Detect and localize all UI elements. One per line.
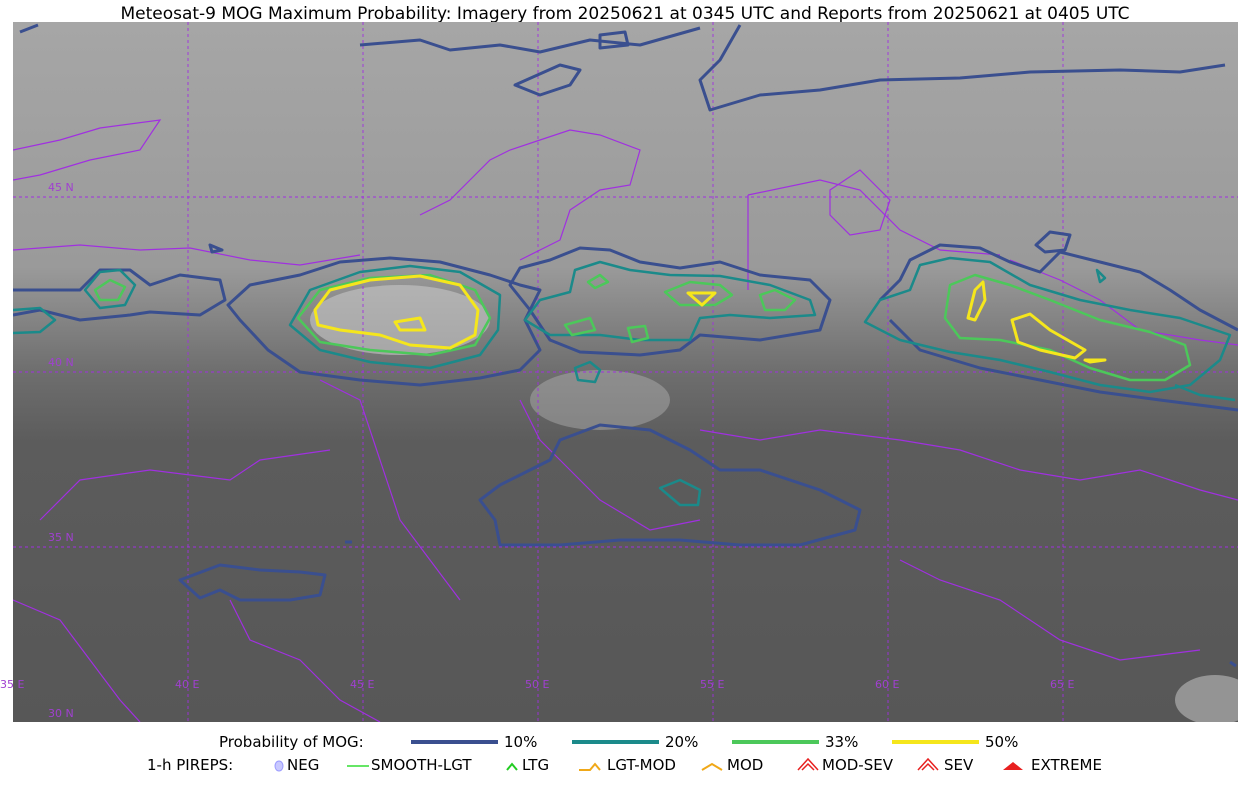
lat-label: 45 N xyxy=(48,181,74,194)
legend-icon xyxy=(1003,762,1023,770)
cloud xyxy=(530,370,670,430)
map xyxy=(13,22,1238,722)
contours-10 xyxy=(13,23,1238,668)
legend-item: LGT-MOD xyxy=(607,756,676,774)
legend-item: 50% xyxy=(985,733,1018,751)
legend-pireps: 1-h PIREPS: NEG SMOOTH-LGT LTG LGT-MOD M… xyxy=(147,756,1102,774)
lon-label: 40 E xyxy=(175,678,199,691)
legend-item: 33% xyxy=(825,733,858,751)
legend-item: MOD xyxy=(727,756,763,774)
legend-item: MOD-SEV xyxy=(822,756,894,774)
lat-label: 35 N xyxy=(48,531,74,544)
contours-50 xyxy=(313,274,1107,364)
legend-icon xyxy=(506,762,518,771)
contours-33 xyxy=(93,273,1192,382)
legend-item: EXTREME xyxy=(1031,756,1102,774)
legend-item: 20% xyxy=(665,733,698,751)
legend-item: LTG xyxy=(522,756,549,774)
lon-label: 35 E xyxy=(0,678,24,691)
legend-icon xyxy=(274,760,284,772)
legend-label: Probability of MOG: xyxy=(219,733,364,751)
lon-label: 60 E xyxy=(875,678,899,691)
legend-probability: Probability of MOG: 10% 20% 33% 50% xyxy=(219,733,1018,751)
lon-label: 55 E xyxy=(700,678,724,691)
legend-icon xyxy=(701,762,723,771)
legend-item: NEG xyxy=(287,756,319,774)
lon-label: 50 E xyxy=(525,678,549,691)
legend-item: 10% xyxy=(504,733,537,751)
legend-icon xyxy=(917,757,939,771)
grid xyxy=(13,22,1238,722)
title: Meteosat-9 MOG Maximum Probability: Imag… xyxy=(120,4,1129,24)
lat-label: 30 N xyxy=(48,707,74,720)
legend-icon xyxy=(579,762,601,771)
legend-item: SEV xyxy=(944,756,974,774)
lat-label: 40 N xyxy=(48,356,74,369)
grid-labels: 45 N 40 N 35 N 30 N 35 E 40 E 45 E 50 E … xyxy=(0,181,1074,720)
legend-icon xyxy=(797,757,819,771)
legend-item: SMOOTH-LGT xyxy=(371,756,472,774)
borders xyxy=(13,119,1238,722)
lon-label: 65 E xyxy=(1050,678,1074,691)
cloud xyxy=(1175,675,1238,722)
legend-label: 1-h PIREPS: xyxy=(147,756,233,774)
lon-label: 45 E xyxy=(350,678,374,691)
